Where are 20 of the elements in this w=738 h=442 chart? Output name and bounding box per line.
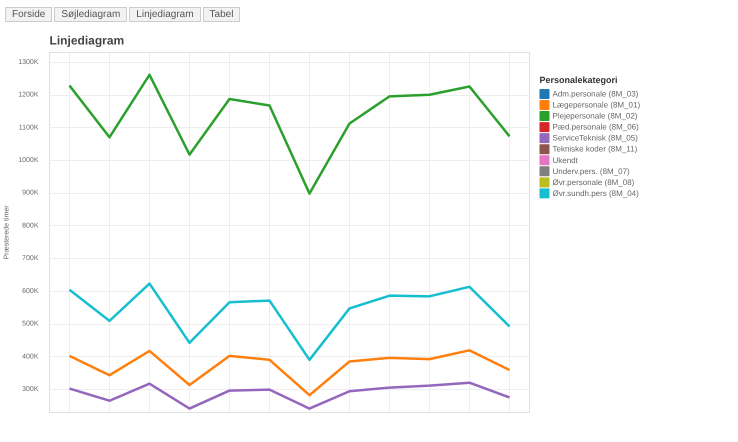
line-series — [68, 282, 511, 362]
legend-label: Plejepersonale (8M_02) — [552, 112, 638, 121]
line-series — [68, 381, 511, 410]
line-series — [68, 349, 511, 396]
legend-label: Øvr.sundh.pers (8M_04) — [552, 188, 640, 198]
legend-label: Tekniske koder (8M_11) — [552, 144, 638, 154]
legend-label: Ukendt — [552, 156, 579, 165]
text: Søjlediagram — [54, 7, 128, 22]
legend-label: ServiceTeknisk (8M_05) — [552, 134, 638, 143]
legend-label: Adm.personale (8M_03) — [552, 89, 639, 98]
line-series — [68, 74, 511, 195]
text: Forside — [5, 7, 52, 22]
legend-label: Øvr.personale (8M_08) — [552, 178, 635, 187]
chart-title: Linjediagram — [50, 34, 124, 48]
legend-label: Lægepersonale (8M_01) — [552, 100, 640, 110]
legend-label: Pæd.personale (8M_06) — [552, 122, 640, 132]
legend-label: Underv.pers. (8M_07) — [552, 166, 630, 176]
legend-title: Personalekategori — [540, 75, 618, 86]
text: Linjediagram — [129, 7, 201, 22]
text: Tabel — [202, 7, 240, 22]
